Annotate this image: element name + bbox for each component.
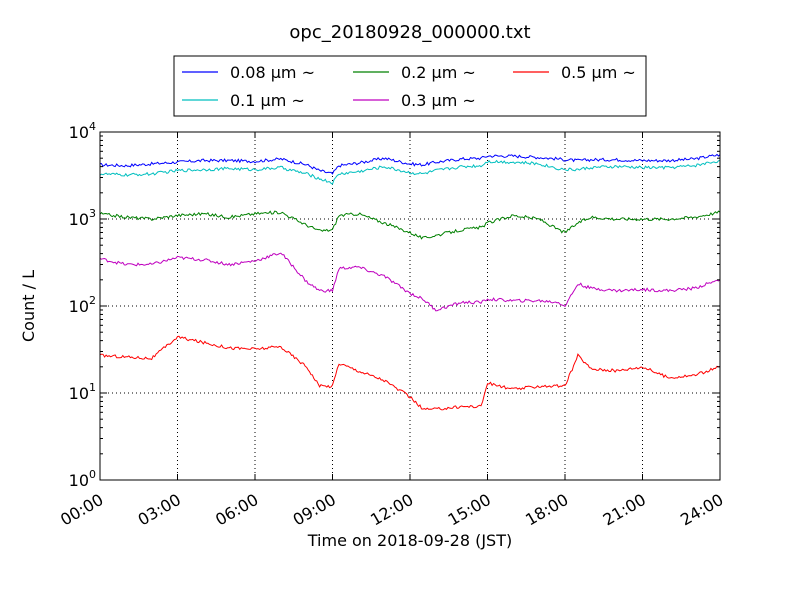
- legend-label: 0.2 μm ~: [401, 63, 476, 82]
- legend-box: [173, 55, 647, 117]
- x-tick-label: 15:00: [445, 490, 494, 530]
- y-tick-label: 104: [69, 120, 96, 142]
- y-tick-label: 101: [69, 381, 96, 403]
- legend-label: 0.5 μm ~: [561, 63, 636, 82]
- series-line: [99, 252, 721, 312]
- series-line: [99, 159, 721, 185]
- x-tick-label: 00:00: [57, 490, 106, 530]
- x-tick-label: 12:00: [367, 490, 416, 530]
- axis-ticks: 00:00 03:00 06:00 09:00 12:00 15:00 18:00 21:00…: [57, 120, 726, 529]
- y-tick-label: 103: [69, 207, 96, 229]
- y-axis-label: Count / L: [19, 270, 38, 342]
- legend-label: 0.08 μm ~: [230, 63, 315, 82]
- x-tick-label: 06:00: [212, 490, 261, 530]
- x-tick-label: 21:00: [600, 490, 649, 530]
- legend-label: 0.3 μm ~: [401, 91, 476, 110]
- x-tick-label: 24:00: [677, 490, 726, 530]
- series-line: [99, 210, 721, 240]
- series-line: [99, 335, 721, 411]
- legend-items: 0.08 μm ~ 0.1 μm ~ 0.2 μm ~ 0.3 μm ~ 0.5 μm …: [182, 63, 636, 110]
- y-tick-label: 102: [69, 294, 96, 316]
- x-tick-label: 09:00: [290, 490, 339, 530]
- x-tick-label: 03:00: [135, 490, 184, 530]
- series-line: [100, 153, 721, 175]
- chart-title: opc_20180928_000000.txt: [289, 22, 530, 43]
- x-tick-label: 18:00: [522, 490, 571, 530]
- series-layer: [99, 153, 721, 411]
- legend: 0.08 μm ~ 0.1 μm ~ 0.2 μm ~ 0.3 μm ~ 0.5 μm …: [173, 55, 647, 117]
- y-tick-label: 100: [69, 468, 96, 490]
- x-axis-label: Time on 2018-09-28 (JST): [307, 531, 512, 550]
- legend-label: 0.1 μm ~: [230, 91, 305, 110]
- grid-lines: [99, 131, 721, 481]
